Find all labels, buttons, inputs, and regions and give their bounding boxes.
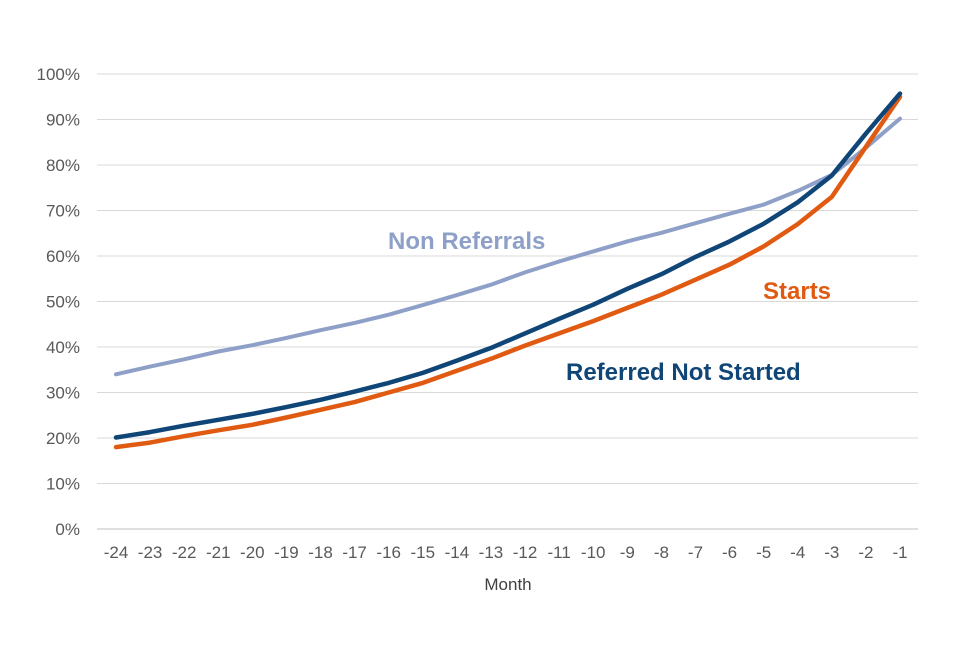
x-tick-label: -6 [722, 543, 737, 562]
series-label-non-referrals: Non Referrals [388, 228, 545, 255]
series-line-non-referrals [114, 116, 902, 377]
x-axis-tick-labels: -24 -23 -22 -21 -20 -19 -18 -17 -16 -15 -14 -13 -12-… [104, 543, 908, 562]
x-tick-label: -3 [824, 543, 839, 562]
x-tick-label: -18 [308, 543, 333, 562]
y-tick-label: 90% [46, 111, 80, 130]
x-tick-label: -20 [240, 543, 265, 562]
x-tick-label: -9 [620, 543, 635, 562]
x-tick-label: -11 [547, 543, 570, 562]
x-tick-label: -13 [479, 543, 504, 562]
y-tick-label: 100% [37, 65, 80, 84]
y-tick-label: 50% [46, 293, 80, 312]
series-label-starts: Starts [763, 278, 831, 305]
y-tick-label: 10% [46, 475, 80, 494]
series-line-starts [113, 94, 903, 450]
x-tick-label: -2 [858, 543, 873, 562]
x-tick-label: -24 [104, 543, 129, 562]
x-tick-label: -12 [513, 543, 538, 562]
x-axis-title: Month [484, 575, 531, 594]
y-tick-label: 70% [46, 202, 80, 221]
y-axis-tick-labels: 0% 10% 20% 30% 40% 50% 60% 70% 80% 90% 100% [37, 65, 80, 539]
x-tick-label: -5 [756, 543, 771, 562]
x-tick-label: -4 [790, 543, 805, 562]
x-tick-label: -14 [445, 543, 470, 562]
y-tick-label: 60% [46, 247, 80, 266]
x-tick-label: -17 [342, 543, 367, 562]
y-tick-label: 20% [46, 429, 80, 448]
x-tick-label: -8 [654, 543, 669, 562]
x-tick-label: -22 [172, 543, 197, 562]
series-label-referred-not-started: Referred Not Started [566, 359, 801, 386]
y-tick-label: 80% [46, 156, 80, 175]
x-tick-label: -19 [274, 543, 299, 562]
x-tick-label: -1 [892, 543, 907, 562]
x-tick-label: -15 [410, 543, 435, 562]
x-tick-label: -10 [581, 543, 606, 562]
y-tick-label: 40% [46, 338, 80, 357]
x-tick-label: -23 [138, 543, 163, 562]
x-tick-label: -21 [206, 543, 231, 562]
x-tick-label: -7 [688, 543, 703, 562]
series-line-referred-not-started [113, 91, 903, 440]
series-lines [113, 91, 903, 450]
gridlines [97, 73, 918, 530]
y-tick-label: 0% [55, 520, 80, 539]
y-tick-label: 30% [46, 384, 80, 403]
x-tick-label: -16 [376, 543, 401, 562]
